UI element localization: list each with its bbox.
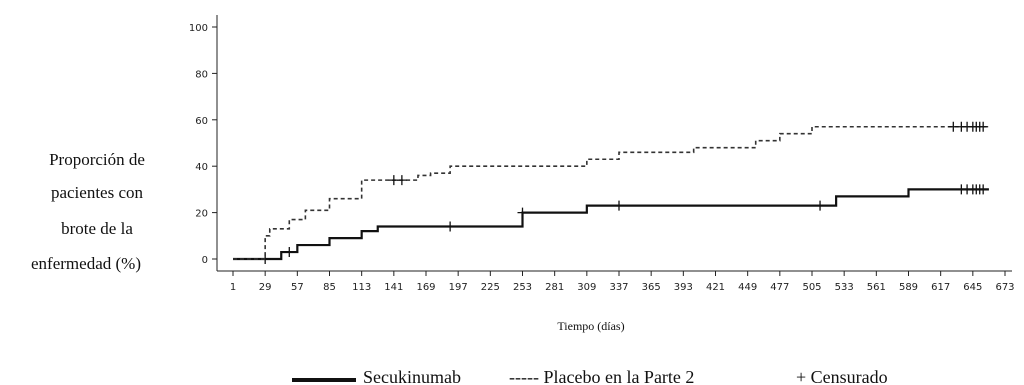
x-tick-label: 673 [995,282,1014,293]
x-tick-label: 533 [835,282,854,293]
y-tick-label: 0 [202,255,208,266]
x-tick-label: 393 [674,282,693,293]
y-axis-ticks: 0 20 40 60 80 100 [189,23,217,266]
series-layer [233,121,989,264]
x-tick-label: 85 [323,282,336,293]
x-axis-ticks: 1 29 57 85 113 141 169 197 225 253 281 309 337 365 393… [230,271,1015,293]
x-tick-label: 421 [706,282,725,293]
censor-mark [978,121,989,132]
y-axis-title: Proporción de pacientes con brote de la … [31,150,145,273]
x-tick-label: 617 [931,282,950,293]
series-line-secukinumab [233,188,989,261]
x-tick-label: 477 [770,282,789,293]
x-tick-label: 505 [802,282,821,293]
censor-mark [614,200,624,211]
x-tick-label: 57 [291,282,304,293]
y-axis-title-line-1: Proporción de [49,150,145,169]
y-axis-title-line-3: brote de la [61,219,133,238]
y-tick-label: 20 [195,209,208,220]
legend-label-placebo: ----- Placebo en la Parte 2 [509,367,694,385]
censor-mark [445,221,456,232]
y-axis-title-line-4: enfermedad (%) [31,254,141,273]
x-tick-label: 449 [738,282,757,293]
x-tick-label: 281 [545,282,564,293]
y-tick-label: 60 [195,116,208,127]
x-tick-label: 113 [352,282,371,293]
legend: Secukinumab ----- Placebo en la Parte 2 … [292,367,888,385]
x-tick-label: 589 [899,282,918,293]
legend-label-censurado: + Censurado [796,367,888,385]
censor-mark [396,175,407,186]
x-tick-label: 29 [259,282,272,293]
x-tick-label: 1 [230,282,236,293]
y-tick-label: 80 [195,69,208,80]
x-tick-label: 141 [384,282,403,293]
x-tick-label: 337 [609,282,628,293]
x-axis-title: Tiempo (días) [557,319,624,333]
y-axis-title-line-2: pacientes con [51,183,144,202]
y-tick-label: 40 [195,162,208,173]
x-tick-label: 225 [481,282,500,293]
censor-mark [978,184,989,195]
x-tick-label: 169 [416,282,435,293]
x-tick-label: 309 [577,282,596,293]
censor-mark [815,200,826,211]
legend-label-secukinumab: Secukinumab [363,367,461,385]
x-tick-label: 365 [642,282,661,293]
censor-mark [284,247,295,258]
x-tick-label: 253 [513,282,532,293]
censor-mark [517,207,528,218]
series-line-placebo [233,125,989,260]
y-tick-label: 100 [189,23,208,34]
x-tick-label: 645 [963,282,982,293]
x-tick-label: 197 [449,282,468,293]
x-tick-label: 561 [867,282,886,293]
